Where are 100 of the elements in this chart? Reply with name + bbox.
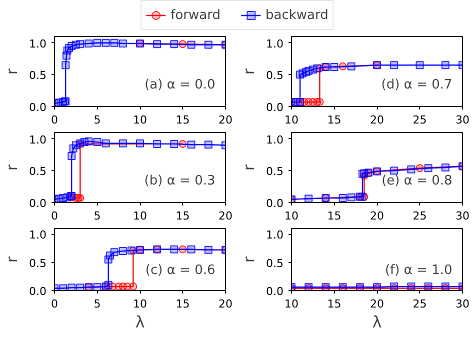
point — [102, 139, 110, 148]
point — [330, 63, 338, 72]
x-tick-label: 20 — [370, 298, 384, 310]
x-tick-label: 10 — [133, 210, 147, 222]
y-axis-title: r — [3, 256, 22, 263]
annotation: (c) α = 0.6 — [145, 263, 216, 278]
point — [390, 166, 398, 175]
point — [338, 194, 347, 202]
point — [441, 164, 450, 172]
point — [59, 284, 68, 290]
y-tick-label: 1.0 — [266, 133, 284, 146]
point — [390, 61, 398, 70]
annotation: (a) α = 0.0 — [144, 78, 216, 92]
point — [424, 164, 432, 172]
y-tick-label: 0.0 — [266, 101, 284, 114]
point — [93, 38, 102, 47]
x-tick-label: 0 — [51, 210, 58, 222]
point — [76, 40, 84, 48]
x-tick-label: 15 — [327, 114, 342, 126]
point — [187, 40, 196, 49]
point — [347, 193, 356, 202]
y-tick-label: 0.5 — [29, 165, 47, 178]
y-tick-label: 0.0 — [266, 285, 284, 298]
y-axis-title: r — [3, 164, 22, 171]
point — [153, 40, 162, 48]
point — [84, 137, 93, 146]
x-tick-label: 15 — [327, 210, 342, 222]
y-tick-label: 0.5 — [29, 69, 47, 82]
point — [93, 138, 102, 146]
x-tick-label: 15 — [176, 210, 190, 222]
x-tick-label: 5 — [94, 114, 101, 126]
x-tick-label: 10 — [133, 298, 147, 310]
y-tick-label: 1.0 — [29, 133, 47, 146]
x-tick-label: 30 — [456, 114, 470, 126]
point — [187, 245, 196, 254]
point — [170, 140, 178, 148]
x-tick-label: 5 — [94, 298, 101, 310]
point — [118, 247, 127, 256]
x-tick-label: 20 — [370, 210, 384, 222]
x-tick-label: 5 — [94, 210, 101, 222]
point — [118, 40, 127, 48]
x-tick-label: 20 — [218, 210, 232, 222]
x-tick-label: 30 — [456, 298, 470, 310]
y-tick-label: 0.0 — [29, 101, 47, 114]
point — [304, 194, 313, 202]
y-axis-title: r — [3, 68, 22, 75]
point — [110, 38, 118, 47]
point — [204, 140, 212, 149]
point — [118, 139, 127, 148]
x-tick-label: 15 — [327, 298, 342, 310]
point — [76, 284, 84, 290]
x-tick-label: 10 — [284, 210, 298, 222]
y-tick-label: 0.0 — [29, 285, 47, 298]
point — [416, 61, 424, 70]
point — [316, 98, 324, 106]
annotation: (d) α = 0.7 — [381, 78, 452, 92]
x-tick-label: 20 — [218, 114, 232, 126]
point — [204, 40, 212, 49]
point — [84, 40, 93, 48]
x-tick-label: 15 — [176, 114, 190, 126]
point — [347, 62, 356, 70]
y-tick-label: 1.0 — [29, 228, 47, 242]
x-axis-title: λ — [372, 312, 382, 332]
point — [170, 245, 178, 254]
y-tick-label: 0.0 — [266, 197, 284, 210]
x-tick-label: 20 — [218, 298, 232, 310]
point — [110, 248, 118, 256]
y-tick-label: 0.5 — [29, 256, 47, 270]
point — [129, 282, 138, 290]
point — [153, 140, 162, 148]
y-tick-label: 0.5 — [266, 256, 284, 270]
x-axis-title: λ — [135, 312, 145, 332]
point — [93, 283, 102, 290]
legend-label: backward — [265, 8, 328, 22]
x-tick-label: 10 — [284, 298, 298, 310]
y-tick-label: 1.0 — [266, 37, 284, 50]
point — [187, 140, 196, 149]
point — [441, 61, 450, 70]
x-tick-label: 30 — [456, 210, 470, 222]
point — [204, 246, 212, 254]
point — [62, 61, 70, 70]
x-tick-label: 0 — [51, 114, 58, 126]
x-tick-label: 25 — [412, 114, 427, 126]
point — [136, 139, 144, 148]
point — [102, 38, 110, 47]
y-tick-label: 1.0 — [29, 37, 47, 50]
x-tick-label: 15 — [176, 298, 190, 310]
point — [104, 280, 112, 289]
y-axis-title: r — [240, 164, 258, 171]
annotation: (e) α = 0.8 — [382, 174, 452, 188]
y-tick-label: 0.0 — [29, 197, 47, 210]
y-tick-label: 1.0 — [266, 228, 284, 242]
x-tick-label: 20 — [370, 114, 384, 126]
point — [313, 64, 322, 72]
annotation: (b) α = 0.3 — [144, 174, 216, 188]
y-tick-label: 0.5 — [266, 165, 284, 178]
point — [68, 284, 76, 290]
point — [407, 165, 416, 174]
point — [170, 40, 178, 48]
y-axis-title: r — [240, 68, 258, 75]
